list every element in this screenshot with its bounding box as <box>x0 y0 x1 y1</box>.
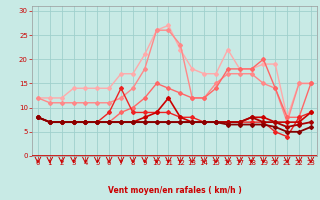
X-axis label: Vent moyen/en rafales ( km/h ): Vent moyen/en rafales ( km/h ) <box>108 186 241 195</box>
